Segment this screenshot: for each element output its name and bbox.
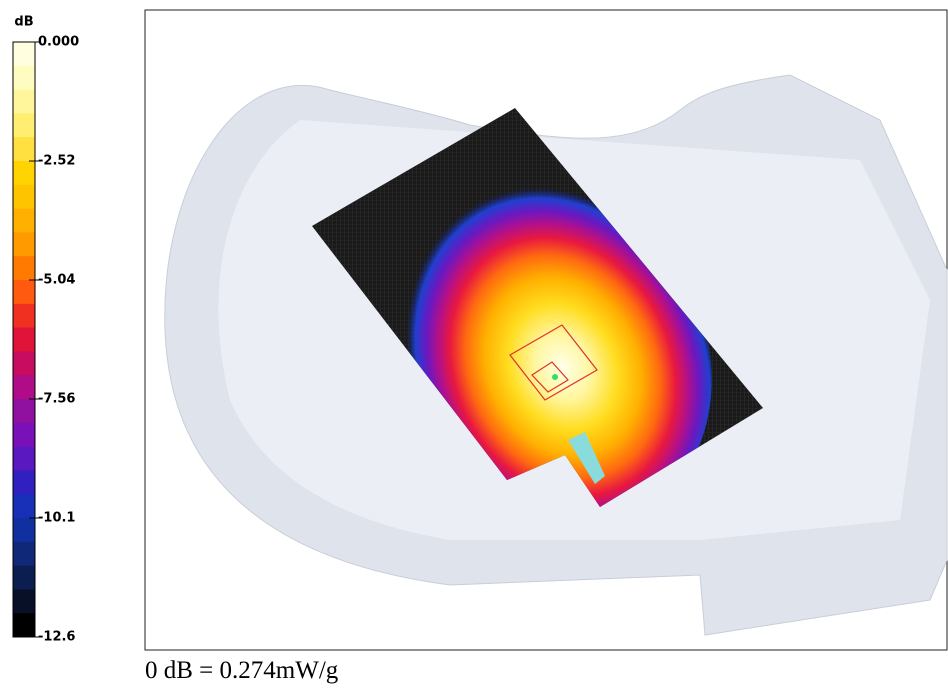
colorbar-segment (13, 375, 35, 400)
colorbar-segment (13, 137, 35, 162)
colorbar-segment (13, 184, 35, 210)
colorbar-unit: dB (14, 15, 33, 30)
colorbar-segment (13, 589, 35, 614)
colorbar-segment (13, 280, 35, 305)
colorbar-segment (13, 113, 35, 138)
colorbar-segment (13, 446, 35, 471)
peak-cubes (509, 324, 598, 401)
colorbar-segment (13, 541, 35, 567)
peak-point (552, 374, 558, 380)
colorbar-segment (13, 208, 35, 233)
sar-distribution (398, 170, 712, 507)
colorbar-border (12, 41, 36, 638)
colorbar-segment (13, 494, 35, 519)
colorbar-segment (13, 351, 35, 376)
colorbar-tick-label: 0.000 (38, 35, 79, 50)
colorbar: 0.000 -2.52 -5.04 -7.56 -10.1 -12.6 (12, 35, 79, 645)
colorbar-tick-label: -2.52 (38, 154, 75, 169)
colorbar-segment (13, 303, 35, 329)
colorbar-tick-label: -10.1 (38, 511, 75, 526)
colorbar-tick-label: -5.04 (38, 273, 75, 288)
colorbar-segment (13, 518, 35, 543)
caption: 0 dB = 0.274mW/g (145, 657, 339, 684)
colorbar-tick-label: -12.6 (38, 630, 75, 645)
colorbar-segment (13, 327, 35, 352)
colorbar-segment (13, 470, 35, 495)
colorbar-segment (13, 565, 35, 590)
colorbar-segment (13, 65, 35, 91)
colorbar-segment (13, 422, 35, 448)
colorbar-tick-label: -7.56 (38, 392, 75, 407)
colorbar-segment (13, 232, 35, 257)
colorbar-segment (13, 256, 35, 281)
colorbar-segment (13, 399, 35, 424)
colorbar-segment (13, 89, 35, 114)
colorbar-segment (13, 161, 35, 186)
colorbar-segment (13, 613, 35, 638)
phone-feed (568, 432, 605, 484)
colorbar-segment (13, 42, 35, 67)
